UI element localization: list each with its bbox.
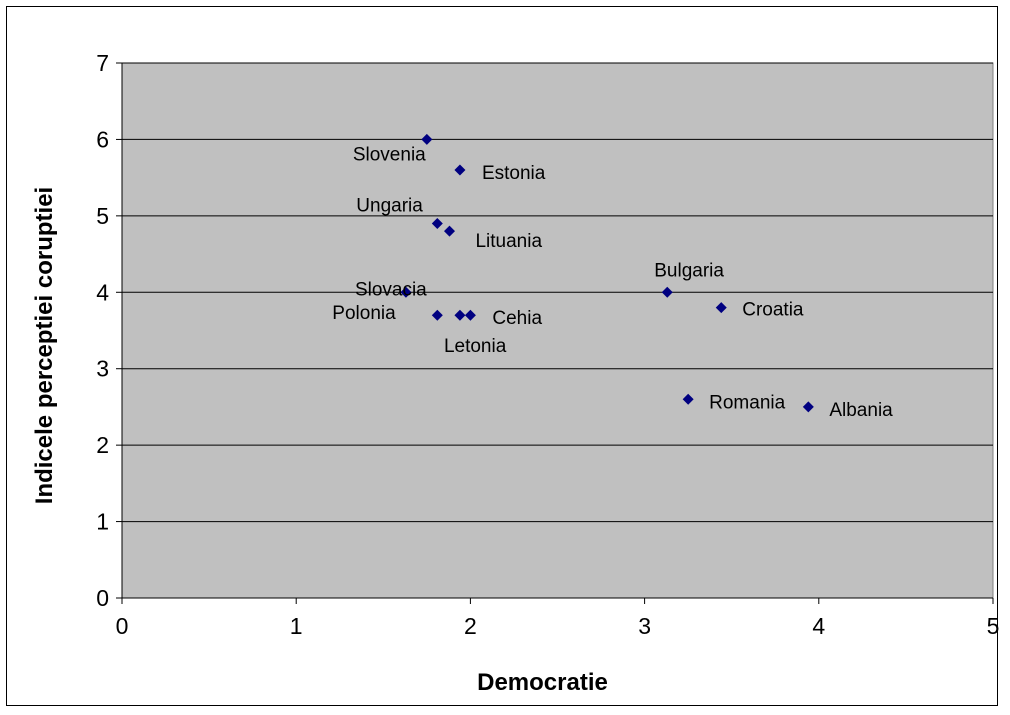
y-tick-label: 7 <box>96 50 109 76</box>
data-point <box>400 286 412 298</box>
point-label: Cehia <box>492 308 542 329</box>
y-tick-label: 0 <box>96 585 109 611</box>
data-points <box>400 133 814 413</box>
point-label: Bulgaria <box>654 260 724 281</box>
x-tick-label: 1 <box>290 613 303 639</box>
data-point <box>715 302 727 314</box>
x-axis-title: Democratie <box>477 669 608 696</box>
x-tick-label: 5 <box>987 613 1000 639</box>
axes <box>116 62 994 604</box>
data-point <box>431 309 443 321</box>
y-tick-label: 2 <box>96 432 109 458</box>
point-label: Polonia <box>332 303 396 324</box>
point-labels: Slovenia Estonia Ungaria Lituania Slovacia Po… <box>332 144 893 421</box>
data-point <box>454 164 466 176</box>
x-tick-label: 0 <box>116 613 129 639</box>
data-point <box>443 225 455 237</box>
data-point <box>421 133 433 145</box>
y-tick-label: 3 <box>96 356 109 382</box>
plot-area <box>121 62 994 599</box>
point-label: Romania <box>709 392 785 413</box>
data-point <box>454 309 466 321</box>
y-axis-title: Indicele perceptiei coruptiei <box>31 187 58 504</box>
data-point <box>431 218 443 229</box>
data-point <box>464 309 476 321</box>
point-label: Albania <box>829 400 893 421</box>
point-label: Letonia <box>444 336 507 357</box>
y-tick-label: 5 <box>96 203 109 229</box>
point-label: Lituania <box>475 231 542 252</box>
x-tick-label: 2 <box>464 613 477 639</box>
y-tick-label: 4 <box>96 279 109 305</box>
data-point <box>682 393 694 405</box>
point-label: Estonia <box>482 163 546 184</box>
data-point <box>802 401 814 413</box>
x-tick-label: 3 <box>638 613 651 639</box>
y-tick-label: 1 <box>96 509 109 535</box>
point-label: Croatia <box>742 300 804 321</box>
y-tick-label: 6 <box>96 126 109 152</box>
point-label: Slovenia <box>353 144 426 165</box>
tick-labels: 0 1 2 3 4 5 6 7 0 1 2 3 4 5 <box>96 50 999 639</box>
point-label: Slovacia <box>355 279 427 300</box>
x-tick-label: 4 <box>812 613 825 639</box>
data-point <box>661 286 673 298</box>
point-label: Ungaria <box>356 196 423 217</box>
